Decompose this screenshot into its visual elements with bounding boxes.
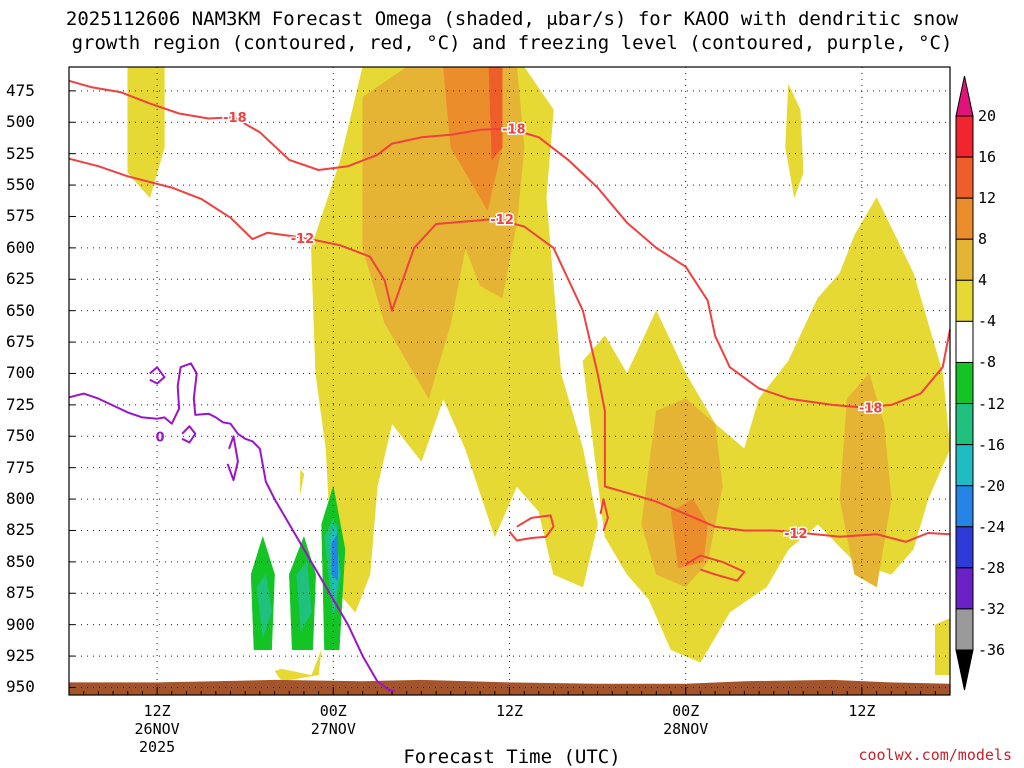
freezing-loop-c-line — [226, 435, 239, 482]
x-tick-label-line3: 2025 — [139, 738, 176, 756]
colorbar-label: -24 — [978, 517, 1006, 536]
y-tick-label: 550 — [6, 175, 35, 195]
y-tick-label: 600 — [6, 237, 35, 257]
omega-region-14 — [659, 66, 688, 148]
colorbar-band-8 — [955, 444, 974, 487]
dgz-minus18-top-label-0: -18 — [223, 111, 247, 126]
y-tick-label: 850 — [6, 551, 35, 571]
x-tick-label-line1: 00Z — [319, 702, 347, 720]
chart-title-line1: 2025112606 NAM3KM Forecast Omega (shaded… — [65, 8, 959, 30]
contour-layer: -18 -18 -18 -12 -12 -12 0 — [68, 79, 951, 693]
colorbar-label: 16 — [978, 148, 997, 167]
y-tick-label: 650 — [6, 300, 35, 320]
colorbar-top-arrow — [955, 75, 974, 117]
colorbar-label: -20 — [978, 476, 1006, 495]
freezing-level-label-0: 0 — [156, 430, 165, 445]
colorbar-label: -8 — [978, 353, 997, 372]
y-tick-label: 625 — [6, 269, 35, 289]
dgz-minus12-label-2: -12 — [784, 527, 808, 542]
omega-region-3 — [582, 197, 951, 663]
y-tick-label: 725 — [6, 394, 35, 414]
freezing-level-line — [68, 362, 396, 693]
dgz-minus12-line — [68, 157, 951, 543]
colorbar-band-11 — [955, 567, 974, 610]
omega-region-23 — [331, 533, 338, 582]
y-tick-label: 800 — [6, 489, 35, 509]
colorbar-label: 4 — [978, 271, 988, 290]
colorbar-label: 8 — [978, 230, 988, 249]
omega-region-10 — [670, 498, 708, 569]
omega-region-15 — [397, 586, 402, 607]
omega-region-20 — [296, 561, 312, 632]
omega-shading-layer — [127, 66, 951, 682]
dgz-minus18-top-line — [68, 79, 951, 409]
x-tick-label-line1: 00Z — [672, 702, 700, 720]
y-tick-label: 525 — [6, 143, 35, 163]
colorbar-band-0 — [955, 115, 974, 158]
omega-region-12 — [178, 649, 209, 676]
colorbar-band-13 — [955, 608, 974, 651]
colorbar — [955, 75, 974, 691]
y-tick-label: 475 — [6, 80, 35, 100]
chart-title-line2: growth region (contoured, red, °C) and f… — [71, 32, 953, 54]
plot-border — [68, 66, 951, 696]
y-tick-label: 675 — [6, 332, 35, 352]
dgz-minus12-label-1: -12 — [490, 213, 514, 228]
colorbar-band-2 — [955, 197, 974, 240]
colorbar-band-5 — [955, 320, 974, 363]
omega-region-8 — [839, 372, 892, 588]
y-tick-label: 875 — [6, 583, 35, 603]
colorbar-label: -4 — [978, 312, 997, 331]
y-tick-label: 750 — [6, 426, 35, 446]
x-tick-label-line2: 27NOV — [310, 720, 356, 738]
y-tick-label: 950 — [6, 677, 35, 697]
x-tick-label-line2: 26NOV — [134, 720, 180, 738]
dgz-minus12-small-a-line — [508, 514, 555, 542]
colorbar-label: 20 — [978, 107, 997, 125]
colorbar-label: -36 — [978, 641, 1006, 659]
y-tick-label: 500 — [6, 112, 35, 132]
y-tick-label: 900 — [6, 614, 35, 634]
colorbar-band-1 — [955, 156, 974, 199]
colorbar-label: -12 — [978, 394, 1006, 413]
dgz-minus18-top-label-1: -18 — [502, 123, 526, 138]
colorbar-band-7 — [955, 403, 974, 446]
colorbar-label: -16 — [978, 435, 1006, 454]
y-tick-label: 775 — [6, 457, 35, 477]
gridlines-layer — [69, 67, 950, 695]
x-tick-label-line1: 12Z — [848, 702, 876, 720]
freezing-loop-b-line — [181, 425, 197, 444]
dgz-minus12-label-0: -12 — [291, 232, 315, 247]
y-tick-label: 575 — [6, 206, 35, 226]
dgz-minus12-small-b-line — [599, 498, 609, 531]
colorbar-band-3 — [955, 238, 974, 281]
colorbar-band-9 — [955, 485, 974, 528]
x-tick-label-line2: 28NOV — [663, 720, 709, 738]
colorbar-label: -32 — [978, 599, 1006, 618]
x-axis-title: Forecast Time (UTC) — [403, 746, 621, 768]
y-tick-label: 925 — [6, 646, 35, 666]
x-tick-label-line1: 12Z — [143, 702, 171, 720]
freezing-loop-a-line — [149, 366, 166, 385]
colorbar-band-10 — [955, 526, 974, 569]
omega-region-19 — [256, 573, 272, 638]
omega-region-4 — [785, 84, 804, 199]
y-tick-label: 825 — [6, 520, 35, 540]
colorbar-label: 12 — [978, 189, 997, 208]
colorbar-bottom-arrow — [955, 649, 974, 691]
credit-link[interactable]: coolwx.com/models — [858, 746, 1012, 764]
omega-region-5 — [935, 618, 951, 676]
x-tick-label-line1: 12Z — [495, 702, 524, 720]
y-tick-label: 700 — [6, 363, 35, 383]
dgz-minus12-small-c-line — [685, 554, 746, 582]
colorbar-band-6 — [955, 361, 974, 405]
dgz-minus18-top-label-2: -18 — [859, 401, 883, 416]
colorbar-band-4 — [955, 279, 974, 322]
colorbar-label: -28 — [978, 558, 1006, 577]
